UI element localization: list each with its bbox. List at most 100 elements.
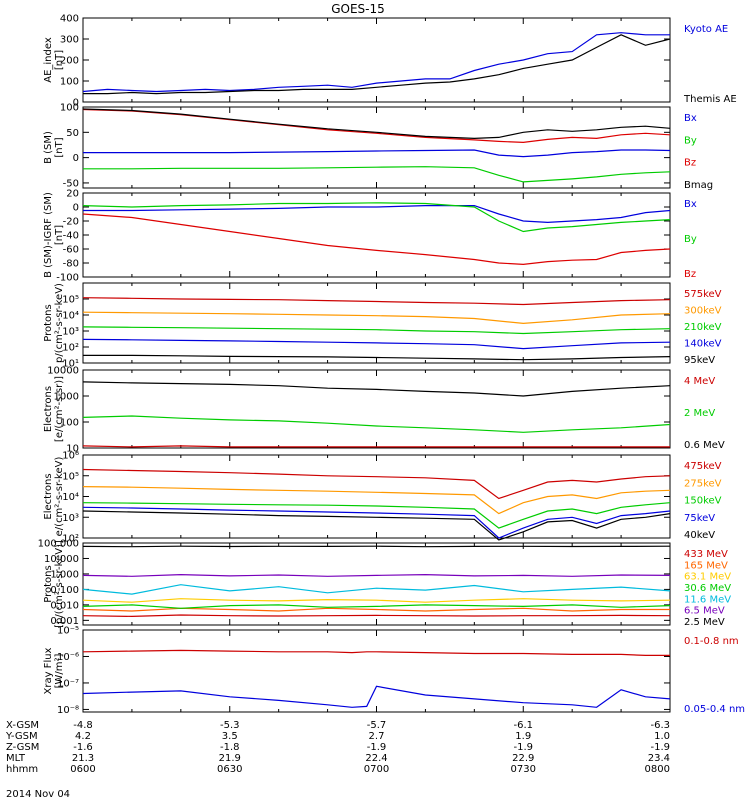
series-line-by <box>83 166 671 183</box>
footer-row-label: Z-GSM <box>6 742 39 753</box>
legend-label: 30.6 MeV <box>684 583 731 594</box>
y-axis-label: B (SM) <box>43 131 54 164</box>
footer-value: 2.7 <box>369 731 385 742</box>
y-axis-label: [W/m²] <box>54 653 65 688</box>
panel-ae: 0 100 200 300 400 AE_index [nT] Kyoto AE Themis … <box>43 14 737 109</box>
legend-label: 433 MeV <box>684 549 728 560</box>
legend-label: 40keV <box>684 530 715 541</box>
footer-value: -6.3 <box>650 720 670 731</box>
footer-value: 3.5 <box>222 731 238 742</box>
footer-value: -4.8 <box>73 720 93 731</box>
series-line-165-mev <box>82 607 670 612</box>
y-tick-label: 400 <box>60 14 79 25</box>
series-line-0-05-0-4-nm <box>82 685 671 708</box>
y-tick-label: 10⁻⁶ <box>57 652 79 663</box>
y-tick-label: -50 <box>63 178 79 189</box>
y-tick-label: 1000 <box>54 392 79 403</box>
footer-value: 22.9 <box>512 753 534 764</box>
footer-value: -1.9 <box>367 742 387 753</box>
y-tick-label: 10000 <box>47 366 79 377</box>
y-tick-label: 0 <box>73 98 79 109</box>
y-tick-label: 10² <box>62 343 79 354</box>
legend-label: Kyoto AE <box>684 24 728 35</box>
footer-value: 0700 <box>364 764 389 775</box>
series-line-475kev <box>82 468 671 500</box>
y-tick-label: -100 <box>56 273 79 284</box>
y-tick-label: 10² <box>62 534 79 545</box>
legend-label: 210keV <box>684 322 722 333</box>
footer-value: -1.9 <box>513 742 533 753</box>
y-tick-label: 10 <box>66 444 79 455</box>
series-line-4-mev <box>82 445 670 448</box>
footer-value: 21.9 <box>219 753 241 764</box>
y-axis-label: [e/(cm²-s-sr)] <box>54 376 65 442</box>
series-line-30-6-mev <box>82 604 671 609</box>
legend-label: 6.5 MeV <box>684 606 725 617</box>
series-line-575kev <box>82 297 671 306</box>
y-axis-label: [nT] <box>54 50 65 70</box>
legend-label: 63.1 MeV <box>684 572 731 583</box>
series-line-bmag <box>82 108 671 140</box>
legend-label: Bx <box>684 199 697 210</box>
footer-value: -1.9 <box>650 742 670 753</box>
footer-value: 0600 <box>70 764 95 775</box>
y-tick-label: 20 <box>66 189 79 200</box>
footer-value: 4.2 <box>75 731 91 742</box>
series-line-by <box>82 202 671 233</box>
series-line-bz <box>82 213 671 266</box>
y-tick-label: 100 <box>60 418 79 429</box>
series-line-bz <box>82 108 671 144</box>
series-line-75kev <box>82 506 671 539</box>
footer-value: 21.3 <box>72 753 94 764</box>
legend-label: 95keV <box>684 355 715 366</box>
legend-label: 0.6 MeV <box>684 440 725 451</box>
series-line-0-6-mev <box>82 381 671 397</box>
y-axis-label: B (SM)-IGRF (SM) <box>43 192 54 278</box>
legend-label: 4 MeV <box>684 376 715 387</box>
series-line-95kev <box>83 354 671 361</box>
legend-label: 140keV <box>684 339 722 350</box>
y-axis-label: [nT] <box>54 137 65 157</box>
y-tick-label: 10¹ <box>62 359 79 370</box>
panel-bsm: -50 0 50 100 B (SM) [nT] Bx By Bz Bmag <box>43 103 713 192</box>
legend-label: Bmag <box>684 180 713 191</box>
y-tick-label: 10⁴ <box>62 311 79 322</box>
legend-label: 475keV <box>684 461 722 472</box>
date-label: 2014 Nov 04 <box>6 789 70 800</box>
y-axis-label: Protons <box>43 304 54 341</box>
series-line-2-mev <box>82 415 671 433</box>
y-tick-label: 10⁵ <box>62 295 79 306</box>
footer-value: 0630 <box>217 764 242 775</box>
legend-label: 150keV <box>684 496 722 507</box>
footer-row-label: MLT <box>6 753 26 764</box>
panel-protons2: 0.001 0.010 0.100 1.000 10.000 100.000 Protons… <box>38 539 732 629</box>
series-line-11-6-mev <box>82 584 671 595</box>
series-line-210kev <box>82 326 671 335</box>
y-tick-label: 0 <box>73 203 79 214</box>
legend-label: Themis AE <box>683 94 737 105</box>
y-tick-label: -40 <box>63 231 79 242</box>
series-line-2-5-mev <box>82 545 671 548</box>
y-tick-label: 10⁴ <box>62 492 79 503</box>
y-tick-label: 0 <box>73 153 79 164</box>
footer-value: -5.7 <box>367 720 387 731</box>
y-tick-label: -60 <box>63 245 79 256</box>
panel-frame <box>82 17 671 103</box>
y-tick-label: -20 <box>63 217 79 228</box>
footer-value: -1.6 <box>73 742 93 753</box>
footer-value: -6.1 <box>513 720 533 731</box>
series-line-300kev <box>82 311 671 325</box>
y-tick-label: 10³ <box>62 327 79 338</box>
y-axis-label: Xray Flux <box>43 647 54 694</box>
legend-label: 0.1-0.8 nm <box>684 636 739 647</box>
y-tick-label: 0.010 <box>50 600 79 611</box>
y-tick-label: 300 <box>60 35 79 46</box>
y-tick-label: 100 <box>60 103 79 114</box>
legend-label: 2.5 MeV <box>684 617 725 628</box>
series-line-140kev <box>82 338 671 350</box>
y-tick-label: 10⁶ <box>62 451 79 462</box>
series-line-63-1-mev <box>82 598 671 603</box>
series-line-themis-ae <box>83 34 671 95</box>
